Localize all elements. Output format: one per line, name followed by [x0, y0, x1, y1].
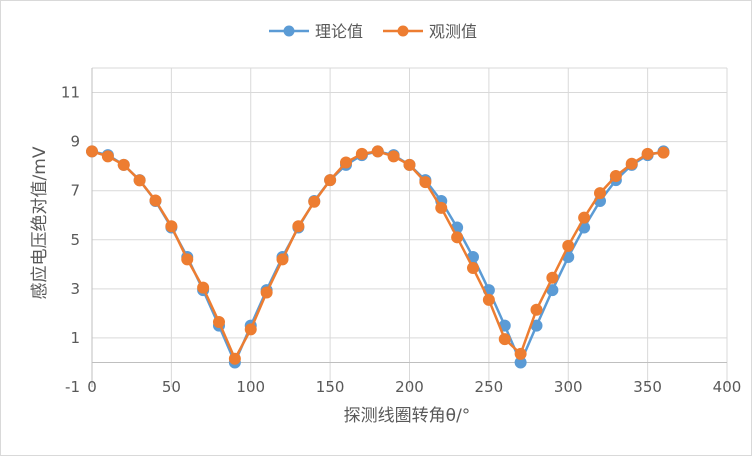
y-tick-labels: -1 1 3 5 7 9 11 [61, 84, 80, 396]
data-point [228, 352, 241, 365]
data-point [451, 231, 464, 244]
data-point [594, 187, 606, 200]
y-tick-label: 11 [61, 84, 80, 102]
data-point [625, 157, 638, 170]
legend-marker [283, 25, 295, 37]
series-line-1 [91, 150, 664, 361]
data-point [86, 145, 98, 158]
x-tick-label: 250 [475, 378, 504, 396]
y-tick-label: 3 [70, 280, 80, 298]
data-point [197, 281, 210, 294]
data-point [101, 150, 114, 163]
data-point [387, 150, 400, 163]
axes [91, 68, 727, 387]
data-point [308, 195, 321, 208]
legend-label: 观测值 [429, 22, 477, 41]
data-point [213, 315, 225, 328]
x-tick-label: 50 [162, 378, 181, 396]
y-tick-label: 1 [70, 329, 80, 347]
data-point [292, 220, 305, 233]
data-point [514, 347, 527, 360]
data-point [324, 174, 337, 187]
x-axis-label: 探测线圈转角θ/° [344, 406, 471, 426]
x-tick-label: 350 [633, 378, 662, 396]
data-point [435, 201, 448, 214]
data-point [165, 220, 178, 233]
data-point [498, 333, 511, 346]
x-tick-label: 300 [554, 378, 583, 396]
data-point [562, 239, 575, 252]
y-tick-label: 7 [70, 182, 80, 200]
series-layer [86, 145, 670, 369]
x-tick-label: 100 [236, 378, 265, 396]
y-tick-label: -1 [65, 378, 80, 396]
data-point [546, 271, 559, 284]
y-axis-label: 感应电压绝对值/mV [30, 146, 50, 299]
data-point [467, 261, 479, 274]
data-point [371, 145, 384, 158]
data-point [657, 146, 670, 159]
legend: 理论值 观测值 [269, 22, 477, 41]
data-point [276, 253, 289, 266]
x-tick-label: 400 [713, 378, 742, 396]
data-point [609, 169, 622, 182]
data-point [260, 286, 273, 299]
data-point [641, 147, 654, 160]
legend-marker [397, 25, 409, 37]
data-point [578, 211, 591, 224]
data-point [419, 176, 432, 189]
legend-label: 理论值 [315, 22, 363, 41]
y-tick-label: 9 [70, 133, 80, 151]
data-point [530, 303, 543, 316]
x-tick-label: 150 [316, 378, 345, 396]
data-point [149, 194, 162, 207]
data-point [340, 156, 352, 169]
data-point [403, 158, 416, 171]
data-point [355, 147, 368, 160]
series-line-0 [91, 150, 664, 364]
x-tick-label: 200 [395, 378, 424, 396]
x-tick-label: 0 [87, 378, 97, 396]
data-point [181, 253, 194, 266]
data-point [244, 323, 257, 336]
data-point [133, 174, 146, 187]
y-tick-label: 5 [70, 231, 80, 249]
gridlines [92, 67, 728, 387]
data-point [117, 158, 130, 171]
data-point [482, 293, 495, 306]
x-tick-labels: 0 50 100 150 200 250 300 350 400 [87, 378, 741, 396]
